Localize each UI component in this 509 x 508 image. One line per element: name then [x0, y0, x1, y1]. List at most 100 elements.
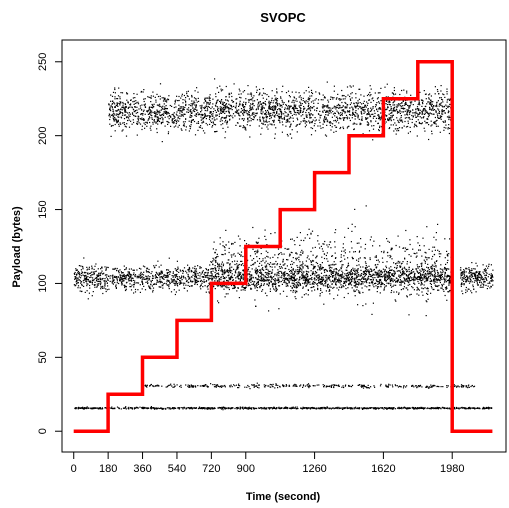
- data-point: [471, 268, 473, 270]
- data-point: [437, 279, 439, 281]
- data-point: [420, 274, 422, 276]
- data-point: [204, 106, 206, 108]
- data-point: [112, 283, 114, 285]
- data-point: [386, 272, 388, 274]
- data-point: [438, 284, 440, 287]
- data-point: [86, 276, 88, 278]
- data-point: [407, 248, 409, 250]
- data-point: [183, 275, 185, 277]
- data-point: [380, 281, 382, 283]
- data-point: [354, 268, 356, 270]
- data-point: [259, 119, 261, 121]
- data-point: [439, 116, 442, 119]
- data-point: [492, 284, 494, 286]
- data-point: [406, 113, 408, 115]
- data-point: [291, 129, 293, 131]
- data-point: [83, 285, 85, 287]
- data-point: [359, 291, 361, 293]
- data-point: [266, 244, 268, 246]
- data-point: [204, 114, 206, 116]
- data-point: [324, 97, 326, 99]
- data-point: [151, 279, 153, 281]
- data-point: [125, 135, 128, 137]
- data-point: [360, 238, 362, 240]
- data-point: [356, 276, 358, 278]
- data-point: [449, 281, 451, 283]
- data-point: [202, 270, 204, 272]
- data-point: [319, 295, 321, 297]
- data-point: [468, 272, 470, 274]
- data-point: [284, 280, 286, 282]
- data-point: [337, 111, 339, 113]
- data-point: [156, 281, 158, 283]
- data-point: [181, 110, 183, 112]
- data-point: [270, 108, 272, 110]
- data-point: [448, 124, 450, 126]
- data-point: [226, 269, 228, 271]
- data-point: [431, 250, 433, 252]
- data-point: [367, 275, 370, 277]
- data-point: [256, 287, 259, 289]
- data-point: [211, 106, 213, 108]
- data-point: [214, 252, 216, 254]
- data-point: [159, 272, 161, 274]
- data-point: [441, 98, 443, 100]
- data-point: [192, 274, 194, 276]
- data-point: [282, 274, 284, 276]
- data-point: [268, 276, 270, 278]
- data-point: [290, 285, 292, 287]
- data-point: [389, 280, 392, 283]
- data-point: [245, 127, 247, 129]
- data-point: [149, 127, 151, 129]
- data-point: [123, 278, 125, 280]
- data-point: [253, 116, 255, 118]
- data-point: [110, 275, 112, 277]
- data-point: [227, 106, 229, 108]
- data-point: [118, 282, 120, 285]
- data-point: [392, 104, 394, 106]
- data-point: [316, 271, 318, 274]
- data-point: [354, 118, 356, 120]
- data-point: [178, 282, 180, 284]
- data-point: [148, 271, 150, 274]
- data-point: [349, 282, 351, 284]
- data-point: [302, 276, 304, 279]
- data-point: [256, 251, 259, 253]
- data-point: [126, 123, 128, 125]
- data-point: [184, 99, 186, 101]
- data-point: [223, 277, 225, 279]
- data-point: [160, 273, 162, 275]
- data-point: [443, 110, 445, 112]
- data-point: [301, 274, 303, 276]
- data-point: [167, 275, 169, 277]
- data-point: [178, 109, 180, 111]
- data-point: [463, 270, 466, 272]
- data-point: [293, 105, 295, 107]
- data-point: [263, 275, 265, 277]
- data-point: [428, 272, 430, 274]
- data-point: [323, 285, 325, 287]
- data-point: [170, 291, 173, 293]
- data-point: [361, 116, 363, 118]
- data-point: [253, 283, 255, 285]
- data-point: [144, 278, 146, 280]
- data-point: [441, 285, 443, 287]
- data-point: [316, 262, 319, 265]
- data-point: [389, 118, 391, 120]
- data-point: [359, 250, 361, 252]
- data-point: [80, 269, 82, 271]
- data-point: [159, 276, 161, 278]
- data-point: [116, 267, 118, 270]
- data-point: [228, 259, 230, 261]
- data-point: [409, 239, 411, 241]
- data-point: [192, 102, 194, 105]
- data-point: [304, 126, 306, 128]
- data-point: [159, 98, 161, 100]
- data-point: [422, 116, 424, 119]
- data-point: [423, 116, 425, 118]
- data-point: [333, 281, 335, 283]
- data-point: [422, 269, 424, 271]
- data-point: [146, 125, 148, 127]
- data-point: [236, 268, 238, 270]
- data-point: [218, 269, 220, 271]
